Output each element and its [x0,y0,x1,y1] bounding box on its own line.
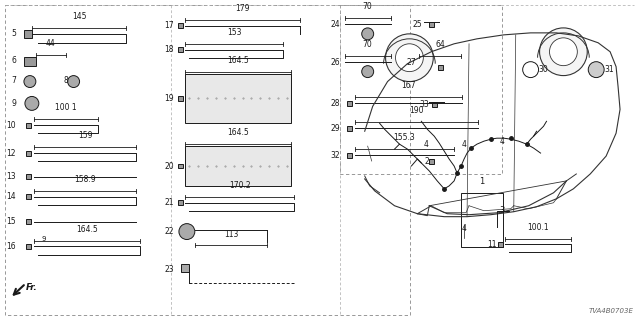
Text: 26: 26 [330,58,340,67]
Circle shape [25,96,39,110]
Bar [26,151,31,156]
Text: 70: 70 [363,2,372,11]
Bar [24,57,36,66]
Text: 4: 4 [499,137,504,146]
Text: 15: 15 [6,217,16,226]
Bar [26,174,31,180]
Text: 28: 28 [330,99,340,108]
Text: 6: 6 [11,56,16,65]
Text: 18: 18 [164,45,174,54]
Text: 179: 179 [236,4,250,13]
Bar [24,30,32,38]
Text: TVA4B0703E: TVA4B0703E [589,308,634,314]
Bar [438,65,443,70]
Circle shape [588,62,604,77]
Text: 158.9: 158.9 [74,175,96,184]
Text: 4: 4 [461,140,467,149]
Bar [348,126,352,131]
Text: 70: 70 [363,40,372,49]
Text: 113: 113 [224,229,238,238]
Bar [179,23,184,28]
Bar [26,219,31,224]
Text: 12: 12 [6,148,16,157]
Bar [179,200,184,205]
Circle shape [179,224,195,240]
Circle shape [362,66,374,77]
Bar [185,146,291,186]
Circle shape [362,28,374,40]
Text: 13: 13 [6,172,16,181]
Bar [181,264,189,272]
Circle shape [523,62,539,77]
Text: 27: 27 [406,58,416,67]
Text: 32: 32 [330,151,340,160]
Text: 11: 11 [487,240,497,249]
Circle shape [396,44,423,72]
Bar [340,5,502,174]
Bar [429,22,434,28]
Text: 1: 1 [479,177,484,186]
Text: 4: 4 [424,140,429,149]
Bar [179,96,184,101]
Circle shape [540,28,588,76]
Text: 7: 7 [11,76,16,85]
Text: 25: 25 [412,20,422,29]
Bar [26,244,31,249]
Text: 64: 64 [435,40,445,49]
Bar [26,123,31,128]
Text: 33: 33 [419,100,429,109]
Circle shape [68,76,79,87]
Text: 44: 44 [46,39,56,48]
Text: 100.1: 100.1 [527,223,549,232]
Bar [348,153,352,157]
Text: 16: 16 [6,242,16,251]
Text: 2: 2 [424,156,429,165]
Text: 9: 9 [11,99,16,108]
Bar [499,242,503,247]
Bar [429,158,434,164]
Text: 100 1: 100 1 [55,103,77,112]
Text: 9: 9 [42,236,46,242]
Bar [26,194,31,199]
Text: 23: 23 [164,265,174,274]
Bar [185,74,291,123]
Text: 17: 17 [164,21,174,30]
Text: 8: 8 [63,76,68,85]
Text: 21: 21 [164,198,174,207]
Text: 30: 30 [539,65,548,74]
Bar [432,102,436,107]
Text: 19: 19 [164,94,174,103]
Text: 153: 153 [227,28,241,37]
Text: 190: 190 [409,106,424,115]
Bar [179,47,184,52]
Text: 145: 145 [72,12,86,21]
Text: 3: 3 [499,206,504,215]
Text: 10: 10 [6,121,16,130]
Bar [461,193,503,247]
Bar [348,101,352,106]
Text: 29: 29 [330,124,340,133]
Text: 159: 159 [78,131,92,140]
Text: 20: 20 [164,162,174,171]
Circle shape [385,34,433,82]
Text: 167: 167 [401,82,415,91]
Bar [179,164,184,169]
Text: 155.3: 155.3 [394,133,415,142]
Text: 164.5: 164.5 [76,225,98,234]
Circle shape [24,76,36,87]
Text: 14: 14 [6,192,16,201]
Text: 164.5: 164.5 [227,56,249,65]
Text: 170.2: 170.2 [228,181,250,190]
Text: 24: 24 [330,20,340,29]
Text: 4: 4 [461,224,467,233]
Text: 31: 31 [604,65,614,74]
Text: Fr.: Fr. [26,283,38,292]
Text: 22: 22 [164,227,174,236]
Text: 164.5: 164.5 [227,128,249,137]
Bar [5,5,410,315]
Circle shape [550,38,577,66]
Text: 5: 5 [11,29,16,38]
